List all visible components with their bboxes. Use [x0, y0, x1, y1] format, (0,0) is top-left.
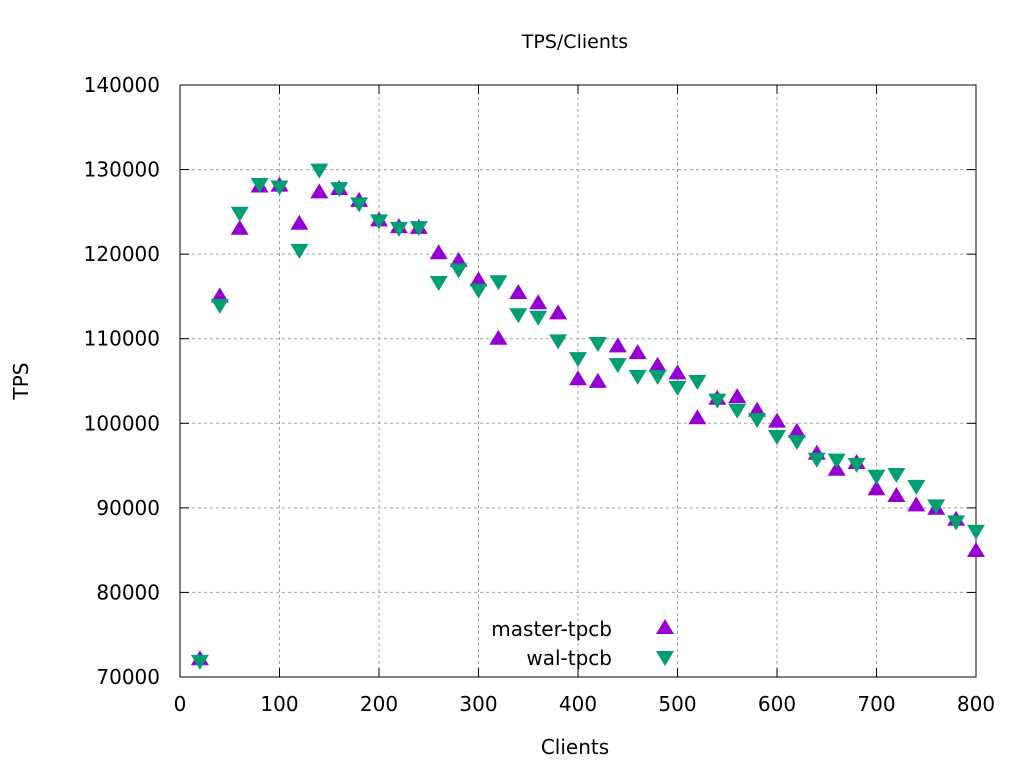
point-wal-tpcb [628, 369, 647, 385]
point-master-tpcb [688, 409, 707, 425]
x-tick-label: 100 [260, 692, 298, 716]
point-wal-tpcb [807, 452, 826, 468]
point-wal-tpcb [429, 276, 448, 292]
y-tick-label: 140000 [84, 73, 160, 97]
point-master-tpcb [509, 284, 528, 300]
point-master-tpcb [907, 496, 926, 512]
point-wal-tpcb [409, 221, 428, 237]
point-wal-tpcb [290, 243, 309, 259]
y-tick-label: 100000 [84, 411, 160, 435]
point-master-tpcb [787, 422, 806, 438]
y-axis-label: TPS [9, 363, 33, 401]
point-master-tpcb [230, 219, 249, 235]
point-wal-tpcb [509, 308, 528, 324]
point-wal-tpcb [787, 435, 806, 451]
point-wal-tpcb [907, 479, 926, 495]
point-wal-tpcb [947, 515, 966, 531]
legend-marker-master-tpcb [656, 619, 674, 634]
point-wal-tpcb [588, 336, 607, 352]
point-master-tpcb [489, 329, 508, 345]
point-wal-tpcb [389, 221, 408, 237]
point-wal-tpcb [748, 413, 767, 429]
point-master-tpcb [628, 344, 647, 360]
point-wal-tpcb [469, 283, 488, 299]
point-wal-tpcb [708, 393, 727, 409]
x-tick-label: 600 [758, 692, 796, 716]
point-wal-tpcb [967, 524, 985, 540]
point-master-tpcb [549, 304, 568, 320]
point-master-tpcb [449, 251, 468, 267]
point-master-tpcb [887, 487, 906, 503]
legend-label-master-tpcb: master-tpcb [491, 617, 612, 641]
point-wal-tpcb [668, 380, 687, 396]
point-master-tpcb [429, 244, 448, 260]
point-wal-tpcb [768, 429, 786, 445]
point-master-tpcb [668, 364, 687, 380]
point-master-tpcb [469, 271, 488, 287]
point-master-tpcb [728, 388, 747, 404]
point-master-tpcb [210, 287, 229, 303]
x-tick-label: 800 [957, 692, 995, 716]
point-wal-tpcb [449, 263, 468, 279]
point-wal-tpcb [867, 469, 886, 485]
y-tick-label: 90000 [96, 496, 160, 520]
point-wal-tpcb [370, 214, 388, 230]
y-tick-label: 110000 [84, 327, 160, 351]
point-master-tpcb [310, 183, 329, 199]
point-master-tpcb [569, 370, 587, 386]
chart-title: TPS/Clients [521, 31, 628, 53]
point-wal-tpcb [529, 310, 548, 326]
y-tick-label: 80000 [96, 580, 160, 604]
point-master-tpcb [648, 356, 667, 372]
x-tick-label: 0 [174, 692, 187, 716]
point-wal-tpcb [310, 163, 329, 179]
y-tick-label: 130000 [84, 158, 160, 182]
point-wal-tpcb [887, 468, 906, 484]
point-wal-tpcb [728, 403, 747, 419]
axis-ticks: 0 100 200 300 400 500 600 700 800 70000 80000 90000… [84, 73, 995, 716]
point-master-tpcb [967, 541, 985, 557]
point-master-tpcb [768, 412, 786, 428]
x-tick-label: 500 [658, 692, 696, 716]
legend: master-tpcb wal-tpcb [491, 617, 674, 670]
x-tick-label: 700 [857, 692, 895, 716]
point-wal-tpcb [330, 182, 349, 198]
point-wal-tpcb [230, 206, 249, 222]
point-master-tpcb [748, 401, 767, 417]
legend-marker-wal-tpcb [656, 651, 674, 666]
point-wal-tpcb [270, 180, 289, 196]
y-tick-label: 70000 [96, 665, 160, 689]
x-tick-label: 400 [559, 692, 597, 716]
point-wal-tpcb [648, 369, 667, 385]
point-master-tpcb [588, 372, 607, 388]
point-wal-tpcb [350, 197, 369, 213]
point-wal-tpcb [489, 275, 508, 291]
point-master-tpcb [290, 214, 309, 230]
point-wal-tpcb [927, 499, 946, 515]
point-wal-tpcb [210, 298, 229, 314]
legend-label-wal-tpcb: wal-tpcb [526, 646, 612, 670]
x-tick-label: 200 [360, 692, 398, 716]
data-points [190, 163, 985, 670]
point-wal-tpcb [569, 352, 587, 368]
point-wal-tpcb [549, 334, 568, 350]
point-master-tpcb [608, 337, 627, 353]
point-wal-tpcb [250, 177, 269, 193]
y-tick-label: 120000 [84, 242, 160, 266]
point-wal-tpcb [827, 453, 846, 469]
point-wal-tpcb [608, 358, 627, 374]
point-wal-tpcb [847, 457, 866, 473]
point-wal-tpcb [190, 654, 209, 670]
x-tick-label: 300 [459, 692, 497, 716]
point-master-tpcb [529, 294, 548, 310]
point-wal-tpcb [688, 375, 707, 390]
x-axis-label: Clients [541, 735, 609, 759]
point-master-tpcb [867, 480, 886, 496]
